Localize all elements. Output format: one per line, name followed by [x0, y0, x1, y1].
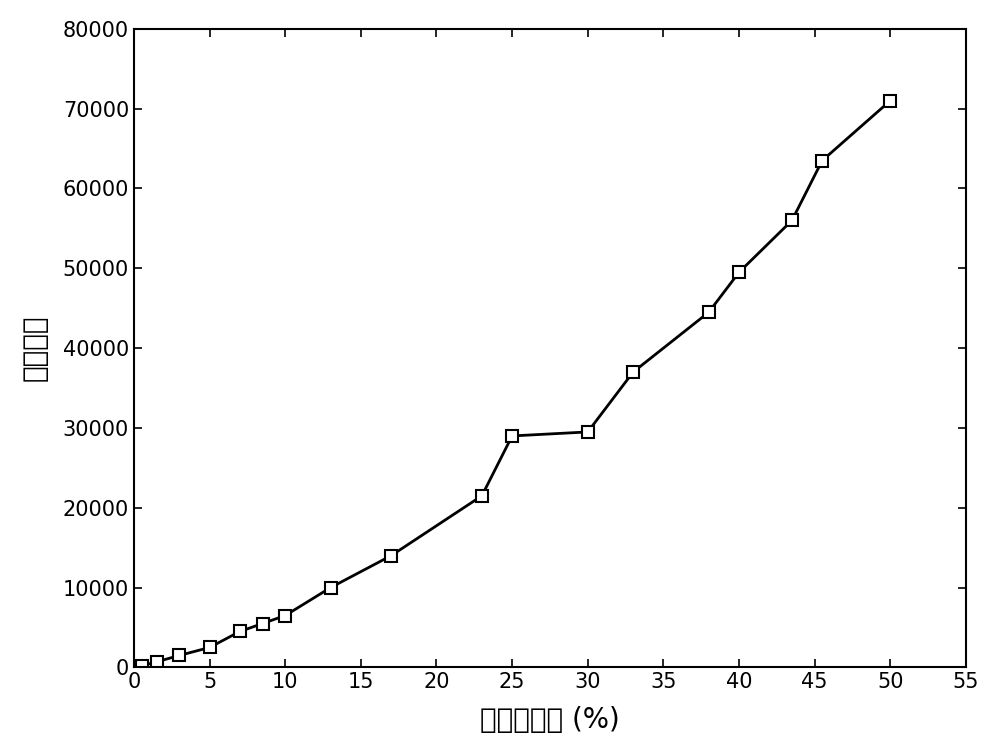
- Y-axis label: 首峰点値: 首峰点値: [21, 315, 49, 381]
- X-axis label: 实际全水分 (%): 实际全水分 (%): [480, 706, 620, 734]
